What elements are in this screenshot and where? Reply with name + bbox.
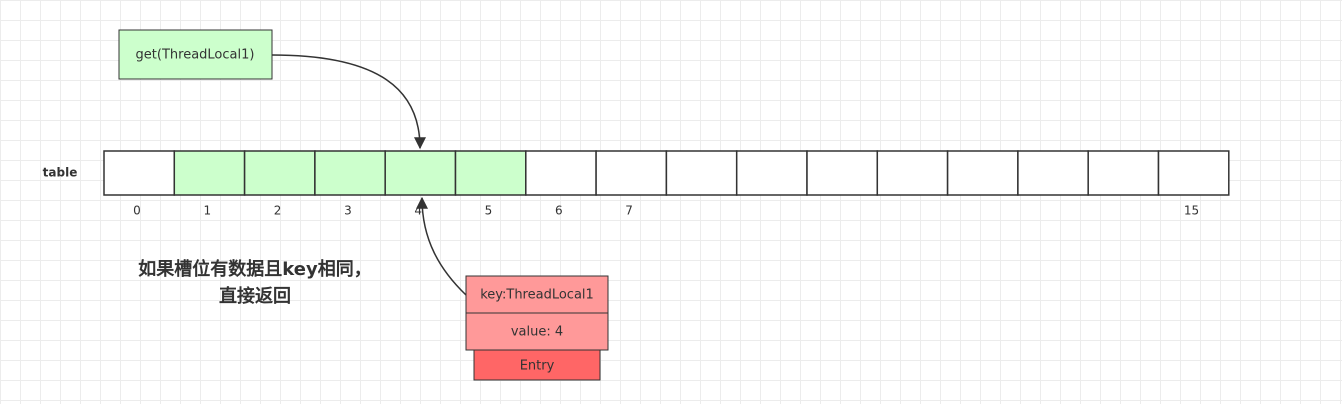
index-label: 5 (485, 204, 493, 218)
index-label: 0 (133, 204, 141, 218)
table-cell (314, 150, 386, 196)
index-label: 15 (1184, 204, 1199, 218)
table-cell (876, 150, 949, 196)
table-cell (946, 150, 1019, 196)
get-label: get(ThreadLocal1) (136, 48, 255, 63)
table-cell (384, 150, 457, 196)
entry-key-box (465, 275, 609, 314)
table-cell (454, 150, 527, 196)
index-label: 6 (555, 204, 563, 218)
table-cell (595, 150, 668, 196)
table-cells (103, 150, 1230, 196)
index-label: 2 (274, 204, 282, 218)
table-cell (1157, 150, 1230, 196)
table-cell (1087, 150, 1160, 196)
table-cell (243, 150, 316, 196)
table-cell (665, 150, 738, 196)
table-label: table (43, 166, 78, 180)
entry-value: value: 4 (511, 325, 563, 340)
entry-arrow (416, 196, 467, 296)
table-cell (735, 150, 808, 196)
entry-title: Entry (520, 359, 555, 374)
index-label: 1 (203, 204, 211, 218)
index-label: 7 (625, 204, 633, 218)
table-cell (103, 150, 176, 196)
table-cell (806, 150, 879, 196)
get-box (118, 29, 273, 80)
entry-title-box (473, 349, 601, 381)
table-cell (1017, 150, 1089, 196)
table-cell (525, 150, 597, 196)
index-label: 3 (344, 204, 352, 218)
get-arrow (271, 54, 426, 150)
note-line: 如果槽位有数据且key相同， (138, 258, 371, 280)
entry-value-box (465, 312, 609, 351)
index-label: 4 (414, 204, 422, 218)
entry-key: key:ThreadLocal1 (480, 288, 594, 303)
table-cell (173, 150, 246, 196)
note-line: 直接返回 (219, 285, 291, 307)
